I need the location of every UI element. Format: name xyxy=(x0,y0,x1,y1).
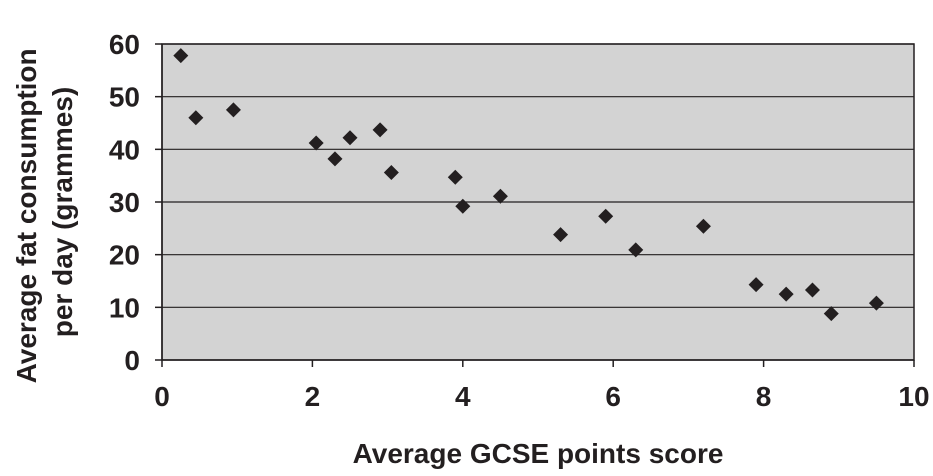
x-tick-label-8: 8 xyxy=(756,381,772,412)
y-tick-label-60: 60 xyxy=(109,29,140,60)
y-tick-label-40: 40 xyxy=(109,134,140,165)
y-tick-label-0: 0 xyxy=(124,345,140,376)
x-tick-label-2: 2 xyxy=(305,381,321,412)
y-axis-title: Average fat consumption per day (grammes… xyxy=(11,41,78,384)
x-tick-label-0: 0 xyxy=(154,381,170,412)
x-axis-title: Average GCSE points score xyxy=(353,438,724,469)
x-tick-label-10: 10 xyxy=(898,381,929,412)
y-axis-title-line-2: per day (grammes) xyxy=(47,87,78,338)
y-tick-label-50: 50 xyxy=(109,82,140,113)
y-tick-label-10: 10 xyxy=(109,292,140,323)
y-tick-label-30: 30 xyxy=(109,187,140,218)
y-axis-title-line-1: Average fat consumption xyxy=(11,48,42,383)
x-tick-label-6: 6 xyxy=(605,381,621,412)
x-tick-label-4: 4 xyxy=(455,381,471,412)
y-tick-label-20: 20 xyxy=(109,240,140,271)
